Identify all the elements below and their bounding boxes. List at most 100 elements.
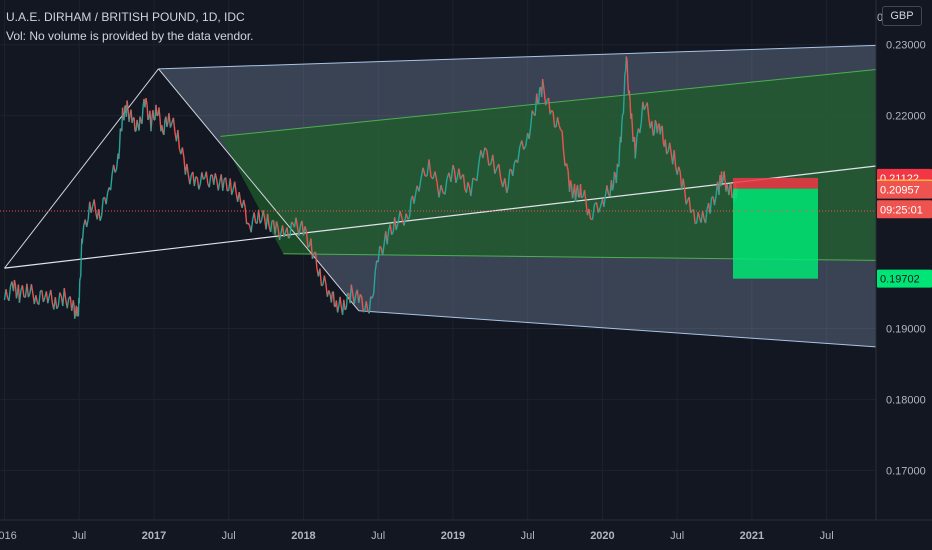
price-segment [13,279,17,286]
price-segment [659,126,662,135]
price-segment [141,107,144,124]
price-segment [131,117,134,124]
price-segment [391,232,394,236]
price-segment [434,171,438,183]
price-segment [399,211,403,220]
price-segment [620,122,623,143]
price-segment [595,202,600,213]
price-segment [128,115,131,122]
price-segment [386,229,390,245]
price-segment [189,174,193,185]
price-segment [654,119,657,124]
price-segment [146,104,149,121]
price-segment [682,178,686,190]
price-segment [373,271,376,294]
price-segment [269,220,273,232]
price-segment [323,275,327,285]
price-segment [723,171,726,181]
price-segment [704,209,708,224]
price-segment [728,183,731,196]
price-segment [583,189,587,203]
price-segment [222,179,225,191]
price-segment [597,206,602,213]
price-segment [551,109,554,113]
price-segment [289,221,293,237]
price-segment [257,209,261,224]
price-segment [275,221,279,228]
symbol-title[interactable]: U.A.E. DIRHAM / BRITISH POUND, 1D, IDC [6,10,245,24]
price-segment [242,199,246,208]
price-segment [283,232,287,238]
price-segment [57,292,61,307]
price-segment [208,174,212,188]
price-segment [99,215,103,222]
price-segment [523,145,527,150]
price-segment [713,195,717,206]
price-segment [678,166,681,172]
price-segment [486,150,490,166]
price-segment [436,182,440,198]
price-segment [569,180,573,186]
price-segment [381,243,385,256]
price-segment [186,163,190,175]
price-segment [136,119,139,126]
price-segment [405,213,409,220]
price-segment [75,305,78,317]
schiff-pitchfork-drawing[interactable] [4,44,877,348]
price-segment [152,110,155,121]
price-segment [156,114,159,117]
price-segment [50,289,54,303]
price-tick-label: 0.18000 [886,394,926,406]
price-segment [543,91,547,106]
price-segment [685,200,689,205]
currency-button[interactable]: GBP [882,6,922,26]
price-segment [26,283,30,298]
short-position-tool[interactable] [733,177,818,279]
price-segment [350,284,354,295]
price-segment [358,294,361,304]
price-segment [730,183,733,199]
time-tick-label: Jul [371,530,385,542]
price-segment [100,198,104,216]
price-segment [603,195,607,207]
price-segment [310,238,314,259]
price-tick-label: 0.23000 [886,40,926,52]
last-price-tag-bg [877,180,932,199]
price-segment [332,291,336,307]
price-segment [422,167,426,177]
price-segment [305,231,309,248]
price-segment [482,147,486,159]
price-segment [488,163,492,166]
take-profit-zone [733,188,818,279]
price-segment [581,196,584,199]
price-segment [18,290,22,303]
price-axis[interactable]: 0.230000.220000.190000.180000.1700000.21… [875,0,932,520]
price-segment [528,126,532,140]
price-segment [139,116,142,122]
price-segment [453,170,457,184]
price-segment [90,206,94,213]
price-segment [123,106,126,121]
price-segment [336,305,340,313]
price-segment [673,150,677,167]
price-tick-label-partial: 0 [877,12,883,24]
price-tick-label: 0.19000 [886,323,926,335]
time-tick-label: Jul [222,530,236,542]
price-segment [161,125,164,134]
price-segment [86,219,89,228]
price-segment [444,178,448,195]
price-segment [585,202,589,216]
price-segment [420,167,424,179]
price-segment [562,150,566,167]
price-segment [630,113,634,127]
price-segment [478,150,482,164]
time-tick-label: Jul [72,530,86,542]
price-segment [507,169,511,187]
price-segment [38,290,42,305]
price-segment [166,122,169,128]
price-segment [621,113,624,123]
price-segment [59,292,62,297]
price-segment [21,285,25,297]
